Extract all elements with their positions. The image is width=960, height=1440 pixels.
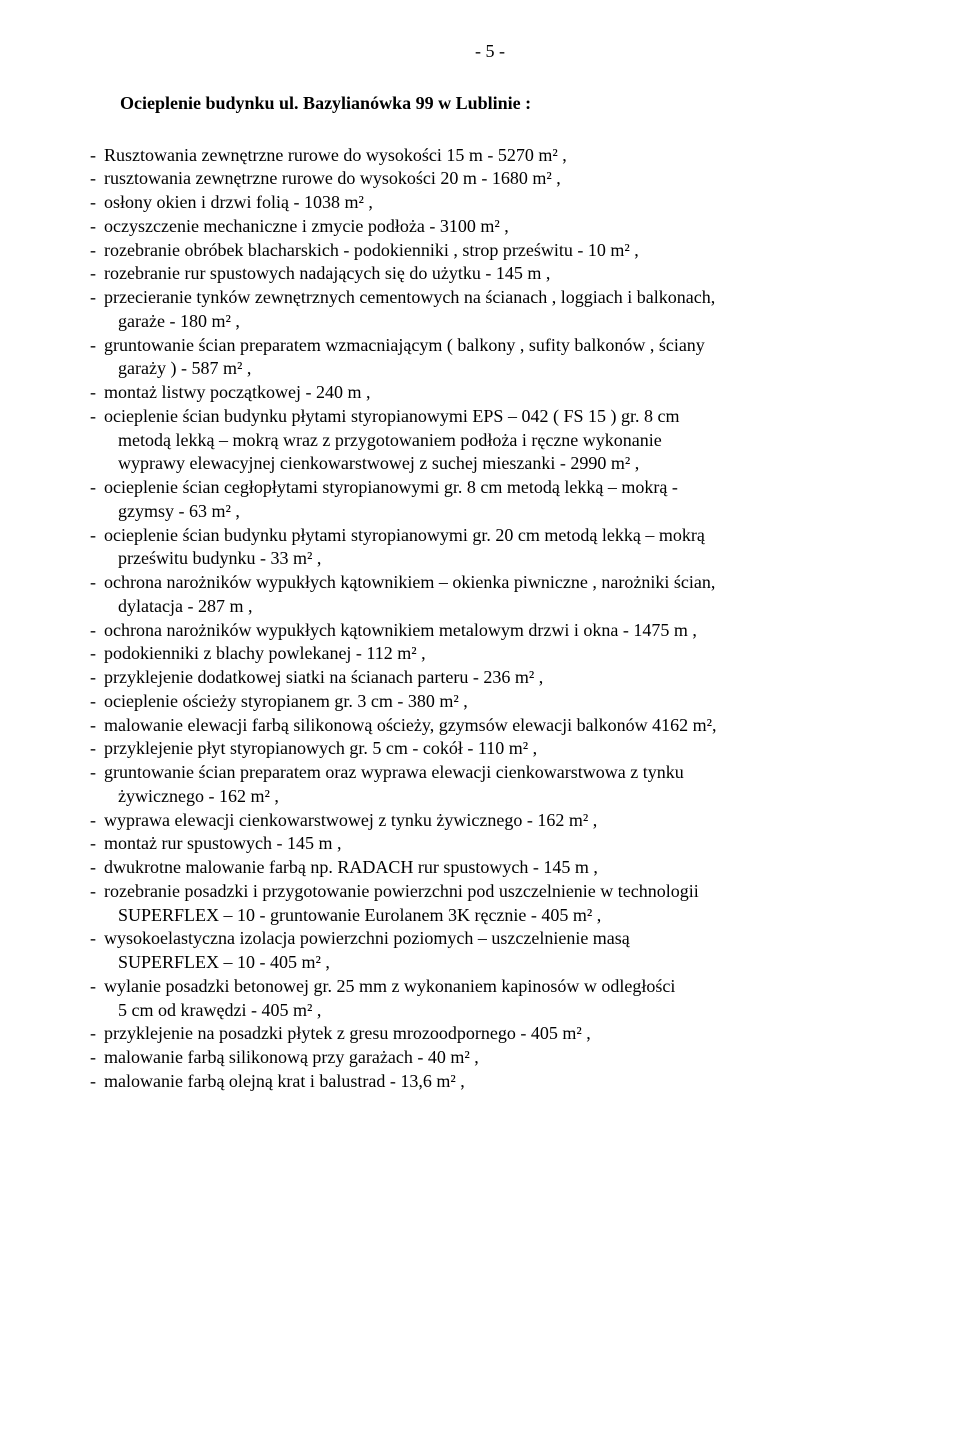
list-item-text: wysokoelastyczna izolacja powierzchni po… [104, 928, 630, 948]
list-item-text: oczyszczenie mechaniczne i zmycie podłoż… [104, 216, 509, 236]
list-item-text: osłony okien i drzwi folią - 1038 m² , [104, 192, 373, 212]
list-item: przyklejenie dodatkowej siatki na ściana… [90, 666, 890, 690]
list-item-text: rozebranie posadzki i przygotowanie powi… [104, 881, 699, 901]
list-item-text: gruntowanie ścian preparatem wzmacniając… [104, 335, 705, 355]
list-item: ochrona narożników wypukłych kątownikiem… [90, 619, 890, 643]
list-item: rozebranie obróbek blacharskich - podoki… [90, 239, 890, 263]
list-item: dwukrotne malowanie farbą np. RADACH rur… [90, 856, 890, 880]
list-item-text: wyprawa elewacji cienkowarstwowej z tynk… [104, 810, 597, 830]
list-item: ocieplenie ościeży styropianem gr. 3 cm … [90, 690, 890, 714]
list-item: przecieranie tynków zewnętrznych cemento… [90, 286, 890, 334]
list-item-continuation: wyprawy elewacyjnej cienkowarstwowej z s… [104, 452, 890, 476]
page-number: - 5 - [90, 40, 890, 64]
list-item: malowanie farbą olejną krat i balustrad … [90, 1070, 890, 1094]
list-item-continuation: metodą lekką – mokrą wraz z przygotowani… [104, 429, 890, 453]
list-item-text: rozebranie obróbek blacharskich - podoki… [104, 240, 639, 260]
document-page: - 5 - Ocieplenie budynku ul. Bazylianówk… [0, 0, 960, 1134]
list-item-continuation: garaży ) - 587 m² , [104, 357, 890, 381]
list-item-text: malowanie farbą olejną krat i balustrad … [104, 1071, 465, 1091]
list-item-text: rozebranie rur spustowych nadających się… [104, 263, 550, 283]
list-item-text: przyklejenie na posadzki płytek z gresu … [104, 1023, 591, 1043]
list-item-text: przyklejenie płyt styropianowych gr. 5 c… [104, 738, 537, 758]
list-item: przyklejenie na posadzki płytek z gresu … [90, 1022, 890, 1046]
list-item: osłony okien i drzwi folią - 1038 m² , [90, 191, 890, 215]
list-item: ocieplenie ścian budynku płytami styropi… [90, 524, 890, 572]
list-item-text: montaż rur spustowych - 145 m , [104, 833, 341, 853]
list-item-text: ochrona narożników wypukłych kątownikiem… [104, 572, 715, 592]
list-item-text: dwukrotne malowanie farbą np. RADACH rur… [104, 857, 598, 877]
list-item: wysokoelastyczna izolacja powierzchni po… [90, 927, 890, 975]
list-item-continuation: prześwitu budynku - 33 m² , [104, 547, 890, 571]
list-item-text: podokienniki z blachy powlekanej - 112 m… [104, 643, 426, 663]
list-item-continuation: gzymsy - 63 m² , [104, 500, 890, 524]
list-item-text: ocieplenie ścian cegłopłytami styropiano… [104, 477, 678, 497]
list-item-text: gruntowanie ścian preparatem oraz wypraw… [104, 762, 684, 782]
page-title: Ocieplenie budynku ul. Bazylianówka 99 w… [120, 92, 890, 116]
list-item: ocieplenie ścian cegłopłytami styropiano… [90, 476, 890, 524]
list-item: wylanie posadzki betonowej gr. 25 mm z w… [90, 975, 890, 1023]
list-item-text: rusztowania zewnętrzne rurowe do wysokoś… [104, 168, 561, 188]
list-item: podokienniki z blachy powlekanej - 112 m… [90, 642, 890, 666]
list-item-text: ocieplenie ścian budynku płytami styropi… [104, 406, 679, 426]
list-item-text: malowanie elewacji farbą silikonową ości… [104, 715, 717, 735]
list-item-text: montaż listwy początkowej - 240 m , [104, 382, 370, 402]
list-item-continuation: 5 cm od krawędzi - 405 m² , [104, 999, 890, 1023]
list-item-text: malowanie farbą silikonową przy garażach… [104, 1047, 479, 1067]
list-item: montaż rur spustowych - 145 m , [90, 832, 890, 856]
list-item: montaż listwy początkowej - 240 m , [90, 381, 890, 405]
list-item-continuation: żywicznego - 162 m² , [104, 785, 890, 809]
list-item-continuation: dylatacja - 287 m , [104, 595, 890, 619]
list-item: ochrona narożników wypukłych kątownikiem… [90, 571, 890, 619]
list-item-text: ocieplenie ścian budynku płytami styropi… [104, 525, 705, 545]
list-item: malowanie elewacji farbą silikonową ości… [90, 714, 890, 738]
list-item-text: przyklejenie dodatkowej siatki na ściana… [104, 667, 543, 687]
list-item: gruntowanie ścian preparatem oraz wypraw… [90, 761, 890, 809]
list-item-text: wylanie posadzki betonowej gr. 25 mm z w… [104, 976, 675, 996]
list-item: oczyszczenie mechaniczne i zmycie podłoż… [90, 215, 890, 239]
list-item: ocieplenie ścian budynku płytami styropi… [90, 405, 890, 476]
list-item: przyklejenie płyt styropianowych gr. 5 c… [90, 737, 890, 761]
list-item: rusztowania zewnętrzne rurowe do wysokoś… [90, 167, 890, 191]
list-item: malowanie farbą silikonową przy garażach… [90, 1046, 890, 1070]
list-item-text: Rusztowania zewnętrzne rurowe do wysokoś… [104, 145, 567, 165]
item-list: Rusztowania zewnętrzne rurowe do wysokoś… [90, 144, 890, 1094]
list-item-continuation: SUPERFLEX – 10 - 405 m² , [104, 951, 890, 975]
list-item-text: ochrona narożników wypukłych kątownikiem… [104, 620, 697, 640]
list-item: Rusztowania zewnętrzne rurowe do wysokoś… [90, 144, 890, 168]
list-item: wyprawa elewacji cienkowarstwowej z tynk… [90, 809, 890, 833]
list-item-continuation: garaże - 180 m² , [104, 310, 890, 334]
list-item-text: ocieplenie ościeży styropianem gr. 3 cm … [104, 691, 468, 711]
list-item: rozebranie posadzki i przygotowanie powi… [90, 880, 890, 928]
list-item-text: przecieranie tynków zewnętrznych cemento… [104, 287, 715, 307]
list-item: rozebranie rur spustowych nadających się… [90, 262, 890, 286]
list-item-continuation: SUPERFLEX – 10 - gruntowanie Eurolanem 3… [104, 904, 890, 928]
list-item: gruntowanie ścian preparatem wzmacniając… [90, 334, 890, 382]
